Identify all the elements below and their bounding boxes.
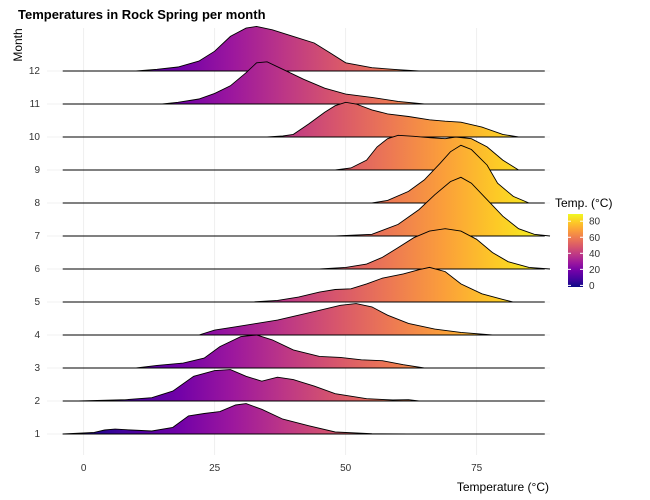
ridge-outline bbox=[251, 266, 514, 303]
ridge-area bbox=[136, 26, 419, 71]
y-tick-label: 9 bbox=[34, 165, 40, 176]
x-tick-label: 75 bbox=[471, 463, 483, 474]
ridge-area bbox=[251, 267, 514, 302]
legend-ticks: 0 20 40 60 80 bbox=[568, 217, 601, 292]
ridge-area bbox=[335, 135, 519, 170]
legend-tick-label: 40 bbox=[589, 249, 601, 260]
x-tick-label: 50 bbox=[340, 463, 352, 474]
y-tick-label: 7 bbox=[34, 231, 40, 242]
x-axis-title: Temperature (°C) bbox=[457, 480, 549, 494]
y-tick-label: 2 bbox=[34, 396, 40, 407]
ridge-outline bbox=[267, 101, 519, 138]
legend-tick-label: 20 bbox=[589, 265, 601, 276]
chart-title: Temperatures in Rock Spring per month bbox=[18, 7, 266, 22]
ridge-area bbox=[62, 403, 409, 434]
ridge-area bbox=[198, 303, 493, 335]
ridge-area bbox=[136, 335, 425, 368]
y-tick-label: 3 bbox=[34, 363, 40, 374]
y-tick-label: 4 bbox=[34, 330, 40, 341]
ridge-month-12 bbox=[62, 25, 545, 72]
ridge-month-5 bbox=[62, 266, 545, 303]
legend-tick-label: 80 bbox=[589, 217, 601, 228]
ridge-area bbox=[267, 102, 519, 137]
ridge-month-4 bbox=[62, 303, 545, 336]
y-tick-label: 10 bbox=[29, 132, 41, 143]
ridges bbox=[62, 25, 551, 435]
legend: Temp. (°C) 0 20 40 60 80 bbox=[555, 196, 612, 292]
ridge-outline bbox=[62, 403, 409, 435]
ridge-outline bbox=[335, 176, 551, 237]
ridge-area bbox=[162, 61, 425, 104]
x-tick-labels: 0 25 50 75 bbox=[81, 463, 483, 474]
ridge-month-2 bbox=[62, 369, 545, 402]
x-tick-label: 25 bbox=[209, 463, 221, 474]
ridge-area bbox=[335, 177, 550, 236]
y-tick-label: 5 bbox=[34, 297, 40, 308]
y-tick-label: 12 bbox=[29, 66, 41, 77]
ridge-outline bbox=[136, 334, 425, 369]
legend-tick-label: 60 bbox=[589, 233, 601, 244]
x-tick-label: 0 bbox=[81, 463, 87, 474]
ridge-area bbox=[78, 369, 420, 401]
y-axis-title: Month bbox=[11, 28, 25, 61]
ridge-outline bbox=[371, 144, 530, 204]
ridge-month-10 bbox=[62, 101, 545, 138]
ridge-month-6 bbox=[62, 228, 551, 270]
legend-colorbar bbox=[568, 214, 583, 287]
ridge-month-11 bbox=[62, 61, 545, 105]
legend-tick-label: 0 bbox=[589, 281, 595, 292]
y-tick-label: 1 bbox=[34, 429, 40, 440]
ridge-area bbox=[371, 145, 529, 203]
legend-title: Temp. (°C) bbox=[555, 196, 612, 210]
ridge-outline bbox=[335, 134, 519, 171]
ridge-outline bbox=[162, 61, 425, 105]
ridge-outline bbox=[136, 25, 420, 72]
ridge-outline bbox=[319, 228, 551, 270]
ridge-outline bbox=[78, 369, 420, 402]
ridge-month-1 bbox=[62, 403, 545, 435]
ridge-month-3 bbox=[62, 334, 545, 369]
y-tick-label: 11 bbox=[30, 99, 41, 110]
ridge-outline bbox=[198, 303, 493, 336]
y-tick-label: 8 bbox=[34, 198, 40, 209]
ridge-area bbox=[319, 228, 550, 269]
y-tick-label: 6 bbox=[34, 264, 40, 275]
